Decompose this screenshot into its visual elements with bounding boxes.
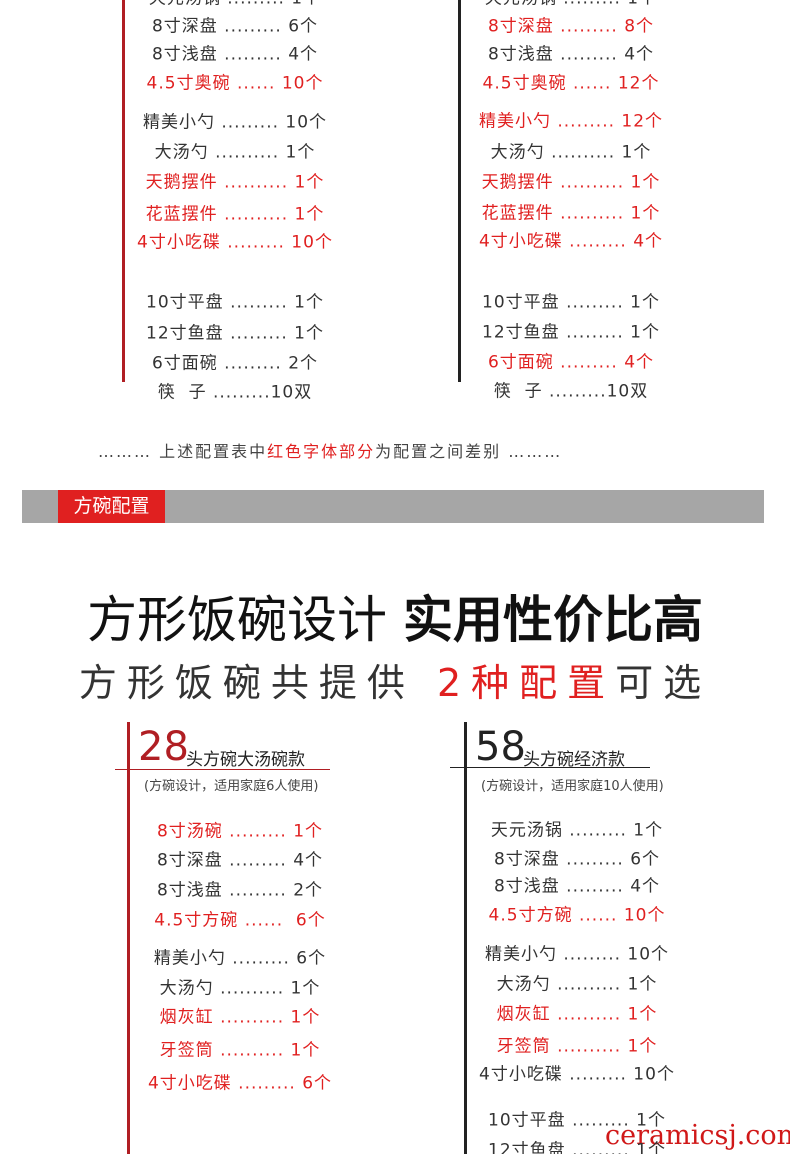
menu-item: 天元汤锅 ......... 1个 xyxy=(490,820,664,841)
menu-item: 6寸面碗 ......... 2个 xyxy=(151,353,319,374)
menu-item: 8寸汤碗 ......... 1个 xyxy=(156,821,324,842)
rule xyxy=(450,767,650,768)
divider xyxy=(122,0,125,382)
menu-item: 天鹅摆件 .......... 1个 xyxy=(481,172,661,193)
menu-item: 4.5寸奥碗 ...... 10个 xyxy=(146,73,324,94)
menu-item: 4.5寸方碗 ...... 6个 xyxy=(154,910,326,931)
menu-item: 10寸平盘 ......... 1个 xyxy=(146,292,324,313)
set-name: 头方碗大汤碗款 xyxy=(186,750,305,770)
divider xyxy=(464,722,467,1154)
subline-text: 方形饭碗共提供 xyxy=(78,661,415,705)
divider xyxy=(458,0,461,382)
menu-item: 4.5寸方碗 ...... 10个 xyxy=(488,905,666,926)
menu-item: 12寸鱼盘 ......... 1个 xyxy=(482,322,660,343)
set-name: 头方碗经济款 xyxy=(523,750,625,770)
menu-item: 牙签筒 .......... 1个 xyxy=(496,1036,658,1057)
menu-item: 4.5寸奥碗 ...... 12个 xyxy=(482,73,660,94)
menu-item: 6寸面碗 ......... 4个 xyxy=(487,352,655,373)
headline: 方形饭碗设计 实用性价比高 xyxy=(0,580,790,652)
watermark: ceramicsj.com xyxy=(605,1120,790,1151)
menu-item: 12寸鱼盘 ......... 1个 xyxy=(488,1140,666,1154)
menu-item: 8寸深盘 ......... 6个 xyxy=(151,16,319,37)
divider xyxy=(127,722,130,1154)
banner-label: 方碗配置 xyxy=(58,490,165,523)
menu-item: 天元汤锅 ......... 1个 xyxy=(149,0,321,9)
set-count: 58 xyxy=(475,724,526,770)
menu-item: 精美小勺 ......... 6个 xyxy=(153,948,327,969)
menu-item: 4寸小吃碟 ......... 10个 xyxy=(479,1064,675,1085)
menu-item: 花蓝摆件 .......... 1个 xyxy=(145,204,325,225)
subline: 方形饭碗共提供 2种配置可选 xyxy=(0,652,790,707)
note-text: 为配置之间差别 ……… xyxy=(375,442,563,461)
note: ……… 上述配置表中红色字体部分为配置之间差别 ……… xyxy=(98,438,562,462)
menu-item: 花蓝摆件 .......... 1个 xyxy=(481,203,661,224)
menu-item: 烟灰缸 .......... 1个 xyxy=(496,1004,658,1025)
menu-item: 天元汤锅 ......... 1个 xyxy=(485,0,657,9)
menu-item: 8寸深盘 ......... 4个 xyxy=(156,850,324,871)
subline-highlight: 2种配置 xyxy=(436,661,616,705)
menu-item: 8寸浅盘 ......... 4个 xyxy=(487,44,655,65)
set-note: (方碗设计，适用家庭10人使用) xyxy=(481,779,664,794)
menu-item: 10寸平盘 ......... 1个 xyxy=(488,1110,666,1131)
menu-item: 大汤勺 .......... 1个 xyxy=(159,978,321,999)
note-highlight: 红色字体部分 xyxy=(267,442,376,461)
menu-item: 精美小勺 ......... 10个 xyxy=(484,944,670,965)
menu-item: 4寸小吃碟 ......... 10个 xyxy=(137,232,333,253)
menu-item: 8寸深盘 ......... 6个 xyxy=(493,849,661,870)
menu-item: 大汤勺 .......... 1个 xyxy=(496,974,658,995)
menu-item: 精美小勺 ......... 10个 xyxy=(142,112,328,133)
menu-item: 12寸鱼盘 ......... 1个 xyxy=(146,323,324,344)
menu-item: 筷 子 .........10双 xyxy=(157,382,313,403)
menu-item: 牙签筒 .......... 1个 xyxy=(159,1040,321,1061)
menu-item: 4寸小吃碟 ......... 6个 xyxy=(147,1073,333,1094)
menu-item: 10寸平盘 ......... 1个 xyxy=(482,292,660,313)
menu-item: 精美小勺 ......... 12个 xyxy=(478,111,664,132)
set-note: (方碗设计，适用家庭6人使用) xyxy=(144,779,319,794)
rule xyxy=(115,769,330,770)
menu-item: 8寸浅盘 ......... 4个 xyxy=(151,44,319,65)
set-count: 28 xyxy=(138,724,189,770)
headline-text: 方形饭碗设计 xyxy=(87,591,388,649)
menu-item: 4寸小吃碟 ......... 4个 xyxy=(478,231,664,252)
menu-item: 大汤勺 .......... 1个 xyxy=(490,142,652,163)
menu-item: 大汤勺 .......... 1个 xyxy=(154,142,316,163)
menu-item: 天鹅摆件 .......... 1个 xyxy=(145,172,325,193)
menu-item: 8寸浅盘 ......... 4个 xyxy=(493,876,661,897)
menu-item: 8寸深盘 ......... 8个 xyxy=(487,16,655,37)
menu-item: 烟灰缸 .......... 1个 xyxy=(159,1007,321,1028)
menu-item: 8寸浅盘 ......... 2个 xyxy=(156,880,324,901)
note-text: ……… 上述配置表中 xyxy=(98,442,268,461)
headline-bold: 实用性价比高 xyxy=(402,591,703,649)
subline-text: 可选 xyxy=(615,661,712,705)
menu-item: 筷 子 .........10双 xyxy=(493,381,649,402)
